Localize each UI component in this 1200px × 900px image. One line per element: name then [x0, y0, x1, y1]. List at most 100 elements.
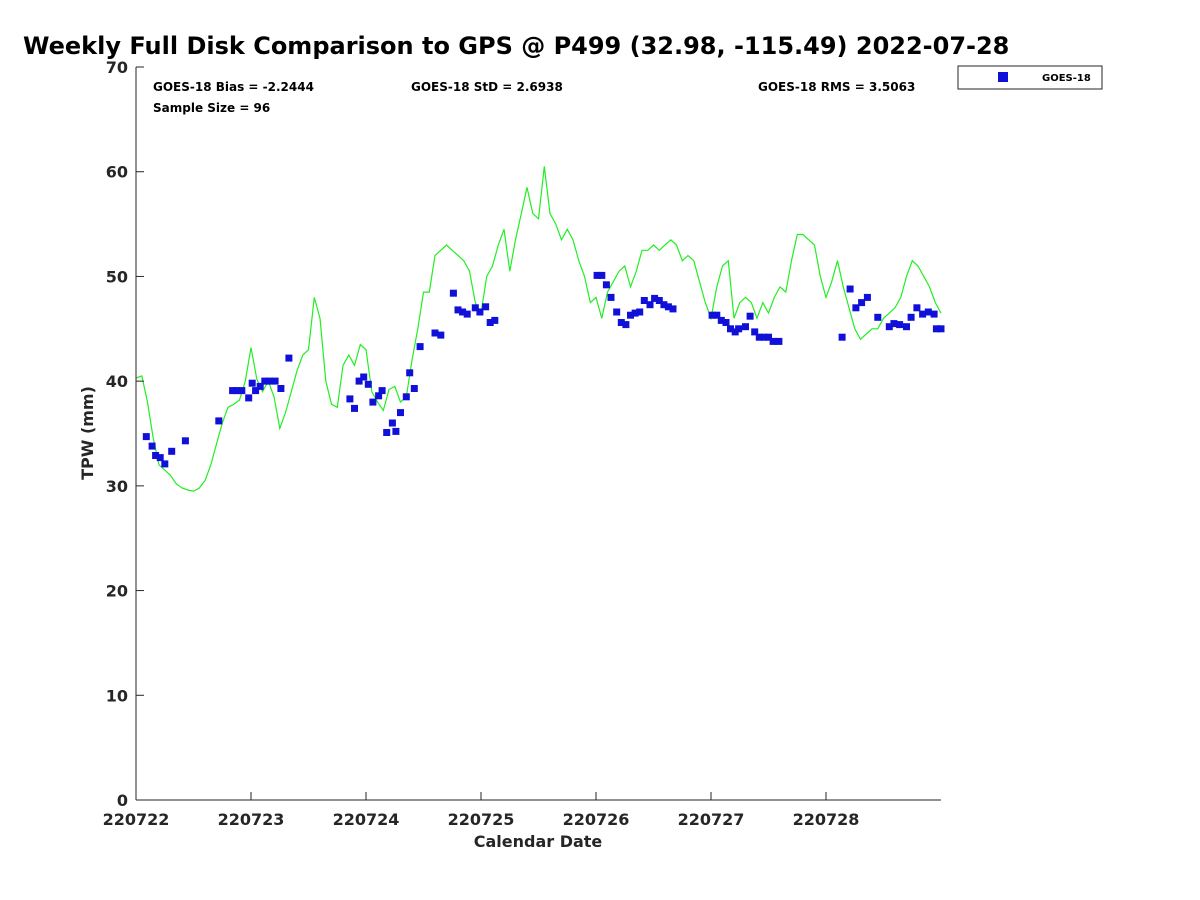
goes-18-point: [152, 452, 160, 459]
gps-line: [135, 166, 942, 492]
goes-18-point: [930, 310, 938, 318]
goes-18-point: [722, 319, 730, 326]
goes-18-point: [491, 316, 499, 324]
goes-18-point: [636, 308, 644, 316]
legend: GOES-18: [957, 65, 1103, 90]
goes-18-point: [148, 442, 156, 450]
x-tick-label: 220723: [218, 810, 285, 829]
goes-18-point: [646, 301, 654, 309]
goes-18-point: [142, 433, 150, 441]
goes-18-point: [746, 312, 754, 320]
goes-18-point: [360, 373, 368, 381]
goes-18-point: [937, 325, 945, 333]
goes-18-point: [602, 281, 610, 289]
goes-18-point: [660, 301, 668, 309]
x-axis-label: Calendar Date: [474, 832, 603, 851]
goes-18-point: [229, 387, 237, 395]
goes-18-point: [742, 323, 749, 331]
goes-18-point: [181, 437, 189, 445]
goes-18-point: [885, 323, 893, 331]
y-tick-label: 30: [106, 477, 128, 496]
goes-18-point: [846, 285, 854, 293]
y-tick-label: 0: [117, 791, 128, 810]
bias-stat: GOES-18 Bias = -2.2444: [153, 80, 314, 94]
goes-18-point: [406, 369, 414, 377]
goes-18-point: [617, 319, 625, 326]
goes-18-point: [907, 313, 915, 321]
goes-18-point: [913, 304, 921, 312]
goes-18-point: [622, 321, 630, 329]
y-tick-label: 10: [106, 686, 128, 705]
goes-18-series: [142, 271, 945, 468]
goes-18-point: [355, 377, 363, 385]
goes-18-point: [874, 313, 882, 321]
goes-18-point: [351, 404, 358, 412]
goes-18-point: [402, 393, 410, 401]
goes-18-point: [383, 429, 391, 436]
goes-18-point: [482, 303, 490, 311]
goes-18-point: [431, 329, 439, 337]
goes-18-point: [713, 311, 721, 319]
sample-size-stat: Sample Size = 96: [153, 101, 270, 115]
goes-18-point: [277, 385, 285, 392]
std-stat: GOES-18 StD = 2.6938: [411, 80, 563, 94]
goes-18-point: [735, 325, 743, 333]
x-tick-label: 220728: [793, 810, 860, 829]
goes-18-point: [717, 316, 725, 324]
goes-18-point: [924, 308, 932, 316]
goes-18-point: [271, 377, 279, 385]
goes-18-point: [463, 310, 471, 318]
goes-18-point: [655, 297, 663, 304]
goes-18-point: [285, 354, 293, 362]
goes-18-point: [858, 299, 866, 307]
goes-18-point: [364, 380, 372, 388]
x-tick-label: 220726: [563, 810, 630, 829]
goes-18-point: [765, 333, 772, 341]
goes-18-point: [375, 392, 383, 400]
goes-18-point: [392, 427, 400, 435]
y-axis-label: TPW (mm): [78, 386, 97, 480]
goes-18-point: [238, 387, 246, 395]
goes-18-point: [449, 289, 457, 297]
goes-18-point: [903, 323, 910, 331]
x-axis-ticks: 220722 220723 220724 220725 220726 220727 2207…: [103, 792, 860, 829]
goes-18-point: [896, 321, 904, 329]
goes-18-point: [156, 454, 164, 462]
goes-18-point: [416, 343, 424, 351]
goes-18-point: [454, 306, 462, 314]
goes-18-point: [669, 305, 677, 313]
goes-18-point: [593, 271, 601, 279]
x-tick-label: 220724: [333, 810, 400, 829]
goes-18-point: [397, 409, 404, 417]
gps-series: [135, 166, 942, 492]
y-tick-label: 40: [106, 372, 128, 391]
goes-18-point: [627, 311, 634, 319]
goes-18-point: [769, 337, 777, 345]
goes-18-point: [640, 297, 648, 304]
goes-18-point: [388, 419, 396, 427]
goes-18-point: [631, 309, 639, 317]
goes-18-point: [613, 308, 621, 316]
goes-18-point: [233, 387, 241, 395]
goes-18-point: [755, 333, 763, 341]
goes-18-point: [607, 293, 615, 301]
goes-18-point: [265, 377, 273, 385]
goes-18-point: [168, 447, 176, 455]
goes-18-point: [863, 293, 871, 301]
goes-18-point: [459, 308, 467, 316]
legend-label: GOES-18: [1042, 73, 1091, 84]
goes-18-point: [369, 398, 377, 406]
goes-18-point: [760, 333, 768, 341]
goes-18-point: [751, 328, 759, 336]
x-tick-label: 220722: [103, 810, 170, 829]
goes-18-point: [775, 337, 783, 345]
goes-18-point: [919, 310, 927, 318]
y-tick-label: 70: [106, 58, 128, 77]
goes-18-point: [346, 395, 354, 403]
goes-18-point: [890, 320, 898, 328]
legend-box: [957, 65, 1103, 90]
goes-18-point: [598, 271, 606, 279]
goes-18-point: [852, 304, 860, 312]
goes-18-point: [252, 387, 260, 395]
